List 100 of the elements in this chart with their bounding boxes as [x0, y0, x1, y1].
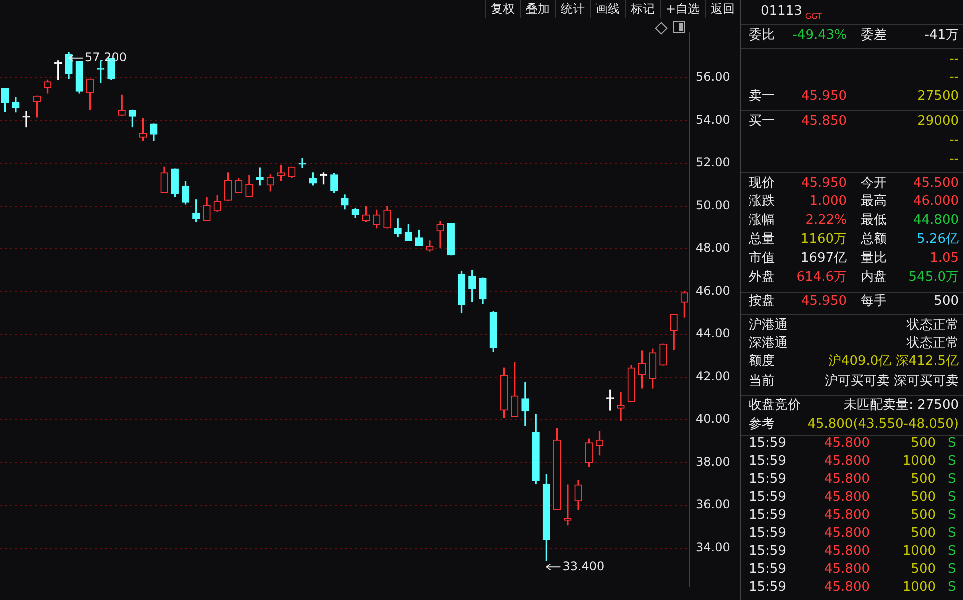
text: 45.800: [824, 454, 870, 470]
candlestick: [298, 158, 306, 168]
text: 复权: [484, 0, 520, 18]
text: 44.800: [914, 213, 959, 229]
text: 45.800: [824, 508, 870, 524]
text: 总量: [749, 232, 775, 248]
text: 量比: [861, 251, 887, 267]
text: 参考: [749, 417, 775, 433]
text: 内盘: [861, 270, 887, 286]
text: 45.800: [824, 472, 870, 488]
text: 按盘: [749, 294, 775, 310]
text: 状态正常: [907, 318, 959, 334]
text: S: [948, 490, 956, 506]
text: 46.000: [914, 194, 959, 210]
text: 1.05: [930, 251, 959, 267]
annotation: 57.200: [85, 50, 127, 65]
text: 500: [911, 472, 936, 488]
text: 45.500: [914, 176, 959, 192]
y-tick-label: 38.00: [696, 454, 730, 469]
text: 最低: [861, 213, 887, 229]
text: 状态正常: [907, 336, 959, 352]
text: 叠加: [520, 0, 555, 18]
text: 最高: [861, 194, 887, 210]
text: 45.950: [802, 176, 847, 192]
y-tick-label: 48.00: [696, 241, 730, 256]
text: --: [950, 152, 959, 168]
text: 委差: [861, 28, 887, 44]
text: 额度: [749, 354, 775, 370]
text: 500: [911, 526, 936, 542]
text: 15:59: [749, 436, 786, 452]
text: 45.950: [802, 89, 847, 105]
text: 收盘竞价: [749, 398, 801, 414]
text: 现价: [749, 176, 775, 192]
text: 45.800: [824, 490, 870, 506]
text: 沪409.0亿 深412.5亿: [828, 354, 959, 370]
text: --: [950, 52, 959, 68]
y-tick-label: 56.00: [696, 70, 730, 84]
text: -41万: [924, 28, 959, 44]
text: 深港通: [749, 336, 788, 352]
text: 500: [911, 436, 936, 452]
text: 45.800(43.550-48.050): [808, 417, 959, 433]
y-tick-label: 40.00: [696, 412, 730, 426]
text: 当前: [749, 374, 775, 390]
text: 委比: [749, 28, 775, 44]
text: 沪可买可卖 深可买可卖: [824, 374, 959, 390]
text: 买一: [749, 114, 775, 130]
text: 1000: [902, 580, 936, 596]
text: 5.26亿: [917, 232, 959, 248]
text: 15:59: [749, 472, 786, 488]
text: 15:59: [749, 562, 786, 578]
candlestick: [564, 484, 572, 526]
chart-title: 01113: [761, 4, 802, 19]
y-tick-label: 54.00: [696, 112, 730, 127]
y-tick-label: 46.00: [696, 284, 730, 298]
text: 涨幅: [749, 213, 775, 229]
text: 返回: [705, 0, 740, 18]
text: 500: [911, 508, 936, 524]
text: 1160万: [800, 232, 847, 248]
text: 15:59: [749, 544, 786, 560]
text: 15:59: [749, 580, 786, 596]
text: 卖一: [749, 89, 775, 105]
candlestick: [617, 392, 625, 422]
text: 15:59: [749, 526, 786, 542]
y-tick-label: 50.00: [696, 198, 730, 212]
text: S: [948, 454, 956, 470]
text: 15:59: [749, 454, 786, 470]
text: 545.0万: [908, 270, 959, 286]
text: 500: [911, 490, 936, 506]
annotation: 33.400: [562, 559, 605, 574]
y-tick-label: 42.00: [696, 369, 730, 384]
text: 2.22%: [806, 213, 847, 229]
y-tick-label: 52.00: [696, 156, 730, 170]
text: 未匹配卖量: 27500: [844, 398, 959, 414]
text: S: [948, 508, 956, 524]
text: 15:59: [749, 490, 786, 506]
text: 1000: [902, 454, 936, 470]
text: 市值: [749, 251, 775, 267]
text: 涨跌: [749, 194, 775, 210]
text: 27500: [918, 89, 959, 105]
y-tick-label: 34.00: [696, 540, 730, 554]
text: 标记: [624, 0, 660, 18]
text: 统计: [554, 0, 590, 18]
text: 1697亿: [800, 251, 847, 267]
text: 画线: [590, 0, 625, 18]
text: S: [948, 526, 956, 542]
text: 45.800: [824, 562, 870, 578]
text: --: [950, 70, 959, 86]
text: 1000: [902, 544, 936, 560]
text: +自选: [660, 0, 705, 18]
text: S: [948, 472, 956, 488]
text: 外盘: [749, 270, 775, 286]
text: 45.800: [824, 436, 870, 452]
text: 29000: [918, 114, 959, 130]
text: S: [948, 580, 956, 596]
text: 沪港通: [749, 318, 788, 334]
text: 45.800: [824, 526, 870, 542]
y-tick-label: 36.00: [696, 498, 730, 512]
text: 1.000: [810, 194, 847, 210]
text: 500: [934, 294, 959, 310]
text: --: [950, 133, 959, 149]
